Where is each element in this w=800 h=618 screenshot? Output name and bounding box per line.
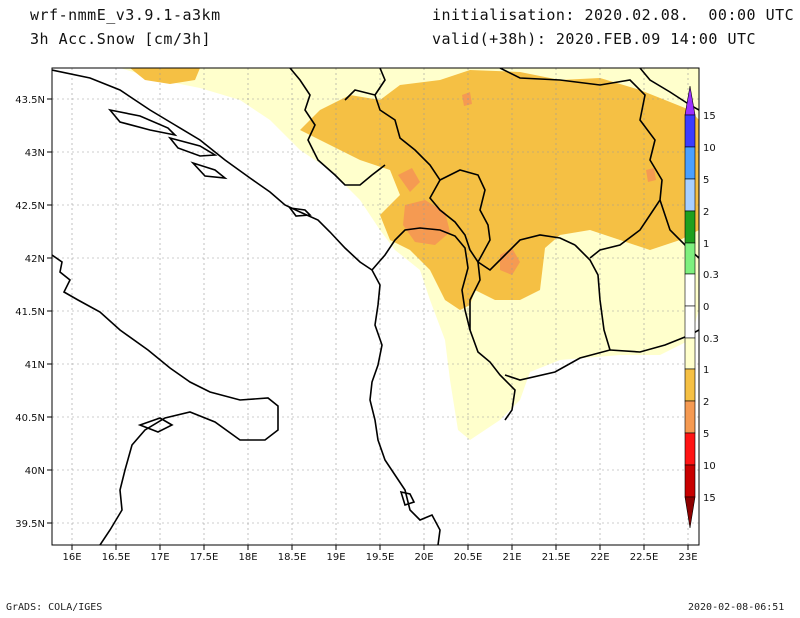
colorbar-cell	[684, 305, 696, 339]
island-4	[288, 206, 312, 217]
colorbar-cell	[684, 146, 696, 180]
lon-tick-label: 19E	[326, 552, 345, 563]
lon-labels: 16E 16.5E 17E 17.5E 18E 18.5E 19E 19.5E …	[62, 552, 697, 563]
snow-field	[120, 68, 699, 440]
colorbar-label: 1	[703, 365, 709, 376]
colorbar-bottom-triangle	[684, 496, 696, 529]
lon-tick-label: 21E	[502, 552, 521, 563]
lat-tick-label: 43N	[25, 148, 45, 159]
field-title: 3h Acc.Snow [cm/3h]	[30, 30, 212, 48]
snow-moderate-region-east	[585, 108, 699, 230]
lat-tick-label: 43.5N	[15, 95, 45, 106]
lat-tick-label: 40.5N	[15, 413, 45, 424]
init-time: initialisation: 2020.02.08. 00:00 UTC	[432, 6, 795, 24]
colorbar-cell	[684, 368, 696, 402]
adriatic-east-coastline	[52, 69, 441, 545]
colorbar-label: 10	[703, 143, 716, 154]
snow-heavy-patch-2	[398, 168, 420, 192]
colorbar-cell	[684, 432, 696, 466]
border-bosnia	[289, 68, 386, 186]
lon-tick-label: 23E	[678, 552, 697, 563]
lat-tick-label: 41N	[25, 360, 45, 371]
axis-ticks	[47, 98, 689, 550]
lat-tick-label: 42.5N	[15, 201, 45, 212]
snow-moderate-region-top	[130, 68, 200, 84]
colorbar-cell	[684, 210, 696, 244]
map-frame	[51, 67, 700, 546]
lat-tick-label: 41.5N	[15, 307, 45, 318]
lat-tick-label: 42N	[25, 254, 45, 265]
snow-heavy-patch-5	[646, 168, 656, 182]
footer-timestamp: 2020-02-08-06:51	[688, 602, 785, 613]
lon-tick-label: 18E	[238, 552, 257, 563]
colorbar-cell	[684, 178, 696, 212]
footer-grads-credit: GrADS: COLA/IGES	[6, 602, 103, 613]
lon-tick-label: 22E	[590, 552, 609, 563]
lat-labels: 43.5N 43N 42.5N 42N 41.5N 41N 40.5N 40N …	[15, 95, 45, 530]
colorbar-label: 2	[703, 207, 709, 218]
colorbar-cell	[684, 273, 696, 307]
colorbar-label: 0.3	[703, 334, 719, 345]
colorbar-cell	[684, 400, 696, 434]
colorbar-label: 0.3	[703, 270, 719, 281]
coastlines-borders	[52, 68, 699, 545]
colorbar	[684, 85, 696, 529]
lat-tick-label: 40N	[25, 466, 45, 477]
colorbar-label: 2	[703, 397, 709, 408]
border-macedonia	[469, 244, 612, 381]
lon-tick-label: 16E	[62, 552, 81, 563]
island-2	[167, 136, 218, 157]
island-3	[190, 161, 228, 180]
lon-tick-label: 17E	[150, 552, 169, 563]
lon-tick-label: 20.5E	[454, 552, 483, 563]
colorbar-cell	[684, 242, 696, 275]
colorbar-label: 5	[703, 429, 709, 440]
lon-tick-label: 22.5E	[630, 552, 659, 563]
lon-tick-label: 16.5E	[102, 552, 131, 563]
colorbar-label: 0	[703, 302, 709, 313]
colorbar-cell	[684, 464, 696, 498]
colorbar-label: 5	[703, 175, 709, 186]
lon-tick-label: 19.5E	[366, 552, 395, 563]
island-1	[107, 108, 178, 137]
model-title: wrf-nmmE_v3.9.1-a3km	[30, 6, 221, 24]
italy-coastline	[52, 254, 279, 545]
border-albania	[371, 227, 516, 421]
lon-tick-label: 18.5E	[278, 552, 307, 563]
border-kosovo	[439, 169, 576, 272]
lat-tick-label: 39.5N	[15, 519, 45, 530]
colorbar-label: 15	[703, 493, 716, 504]
border-montenegro	[344, 89, 479, 263]
island-6	[137, 417, 174, 433]
colorbar-label: 15	[703, 111, 716, 122]
colorbar-cell	[684, 337, 696, 370]
lon-tick-label: 17.5E	[190, 552, 219, 563]
island-5	[399, 490, 416, 507]
lon-tick-label: 20E	[414, 552, 433, 563]
colorbar-label: 1	[703, 239, 709, 250]
border-serbia-east	[374, 68, 663, 259]
colorbar-cell	[684, 114, 696, 148]
colorbar-label: 10	[703, 461, 716, 472]
snow-heavy-patch-1	[403, 200, 450, 245]
colorbar-labels: 15 10 5 2 1 0.3 0 0.3 1 2 5 10 15	[703, 111, 719, 504]
lon-tick-label: 21.5E	[542, 552, 571, 563]
valid-time: valid(+38h): 2020.FEB.09 14:00 UTC	[432, 30, 757, 48]
